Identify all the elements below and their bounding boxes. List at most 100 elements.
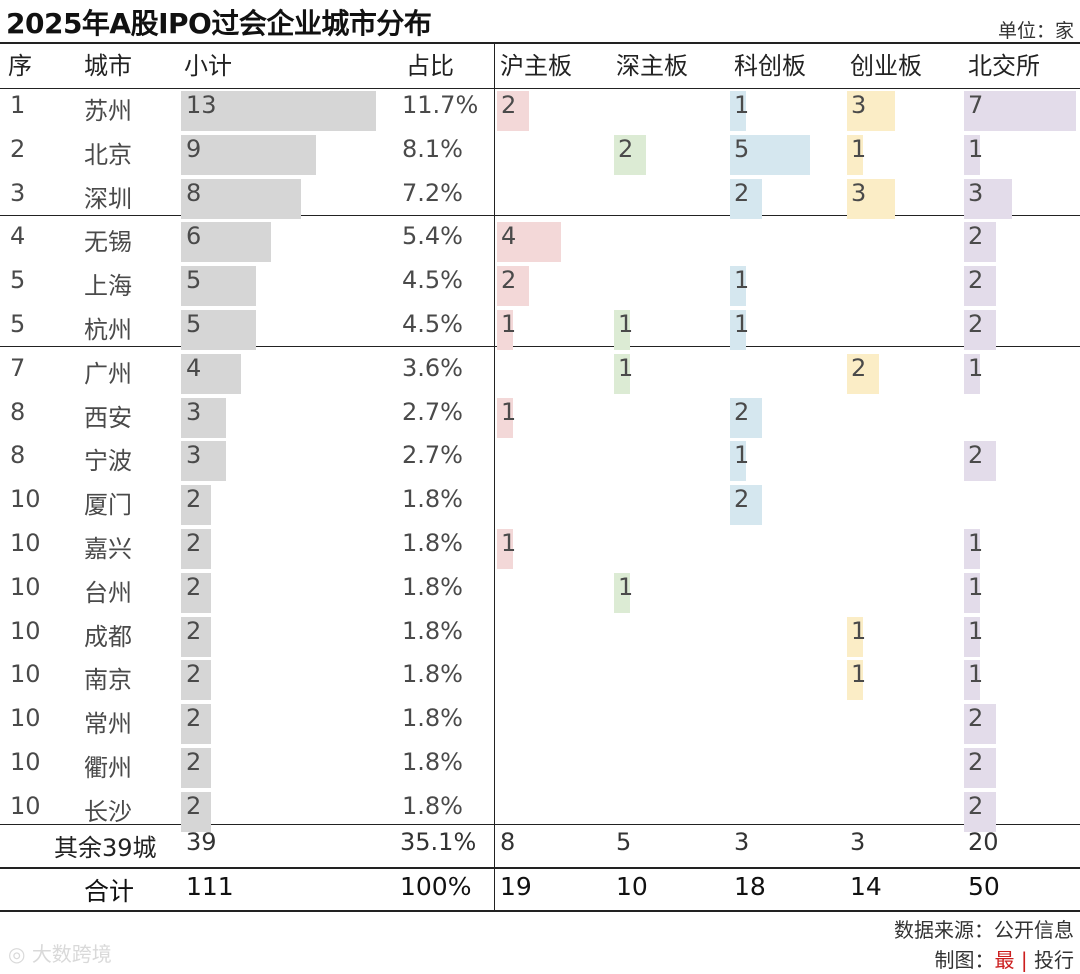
- subtotal-bar: [181, 529, 211, 569]
- watermark-text: 大数跨境: [31, 942, 112, 966]
- others-subtotal: 39: [186, 828, 217, 856]
- sh-bar: [497, 310, 513, 350]
- kc-bar: [730, 485, 762, 526]
- rank-cell: 8: [10, 441, 26, 470]
- bj-bar: [964, 134, 980, 175]
- city-cell: 成都: [84, 622, 132, 651]
- subtotal-label: 2: [186, 791, 202, 820]
- others-cy: 3: [850, 828, 866, 856]
- subtotal-label: 13: [186, 91, 217, 119]
- cy-bar: [847, 91, 895, 131]
- rank-cell: 3: [10, 178, 26, 207]
- rank-cell: 10: [10, 616, 41, 645]
- cy-label: 2: [851, 353, 867, 382]
- city-cell: 苏州: [84, 97, 132, 125]
- subtotal-bar: [181, 748, 211, 788]
- rank-cell: 4: [10, 222, 26, 251]
- city-cell: 厦门: [84, 491, 132, 520]
- header-rank: 序: [8, 52, 32, 80]
- header-chinext: 创业板: [850, 52, 922, 80]
- rank-cell: 10: [10, 748, 41, 776]
- sz-bar: [614, 353, 630, 394]
- share-cell: 4.5%: [402, 310, 463, 338]
- bj-bar: [964, 704, 996, 745]
- share-cell: 1.8%: [402, 791, 463, 820]
- bj-label: 3: [968, 178, 984, 207]
- top-rule: [0, 42, 1080, 44]
- bj-bar: [964, 178, 1012, 219]
- subtotal-bar: [181, 134, 316, 175]
- bj-label: 1: [968, 572, 984, 601]
- bj-bar: [964, 310, 996, 350]
- rank-cell: 1: [10, 91, 26, 119]
- cy-label: 3: [851, 91, 867, 119]
- bj-label: 2: [968, 704, 984, 733]
- subtotal-bar: [181, 310, 256, 350]
- credit-separator: |: [1020, 948, 1028, 972]
- kc-bar: [730, 397, 762, 438]
- total-label: 合计: [84, 877, 135, 906]
- kc-label: 5: [734, 134, 750, 163]
- city-cell: 上海: [84, 272, 132, 301]
- share-cell: 1.8%: [402, 529, 463, 557]
- group-rule-1: [0, 215, 1080, 216]
- subtotal-label: 9: [186, 134, 202, 163]
- subtotal-label: 2: [186, 660, 202, 689]
- share-cell: 2.7%: [402, 397, 463, 426]
- group-rule-2: [0, 346, 1080, 347]
- kc-label: 1: [734, 91, 750, 119]
- others-share: 35.1%: [400, 828, 477, 856]
- sz-bar: [614, 572, 630, 613]
- bj-label: 2: [968, 791, 984, 820]
- cy-label: 1: [851, 134, 867, 163]
- header-star: 科创板: [734, 52, 806, 80]
- subtotal-label: 5: [186, 310, 202, 338]
- unit-label: 单位：家: [997, 20, 1074, 42]
- sh-label: 2: [501, 266, 517, 295]
- kc-bar: [730, 441, 746, 482]
- kc-label: 1: [734, 310, 750, 338]
- share-cell: 7.2%: [402, 178, 463, 207]
- others-kc: 3: [734, 828, 750, 856]
- cy-bar: [847, 178, 895, 219]
- total-kc: 18: [734, 872, 766, 901]
- bj-bar: [964, 91, 1076, 131]
- subtotal-label: 3: [186, 397, 202, 426]
- rank-cell: 10: [10, 485, 41, 514]
- subtotal-bar: [181, 616, 211, 657]
- share-cell: 1.8%: [402, 748, 463, 776]
- kc-bar: [730, 134, 810, 175]
- bj-label: 1: [968, 660, 984, 689]
- rank-cell: 10: [10, 704, 41, 733]
- bj-bar: [964, 572, 980, 613]
- bj-bar: [964, 791, 996, 832]
- subtotal-label: 3: [186, 441, 202, 470]
- share-cell: 11.7%: [402, 91, 479, 119]
- total-cy: 14: [850, 872, 882, 901]
- bj-label: 1: [968, 616, 984, 645]
- total-bj: 50: [968, 872, 1000, 901]
- city-cell: 南京: [84, 666, 132, 695]
- subtotal-label: 2: [186, 616, 202, 645]
- rank-cell: 10: [10, 529, 41, 557]
- bj-label: 2: [968, 441, 984, 470]
- subtotal-label: 2: [186, 748, 202, 776]
- watermark-logo: ◎ 大数跨境: [8, 938, 112, 967]
- others-sz: 5: [616, 828, 632, 856]
- cy-bar: [847, 616, 863, 657]
- subtotal-label: 2: [186, 529, 202, 557]
- cy-bar: [847, 353, 879, 394]
- city-cell: 宁波: [84, 447, 132, 476]
- city-cell: 西安: [84, 403, 132, 432]
- subtotal-bar: [181, 397, 226, 438]
- subtotal-bar: [181, 485, 211, 526]
- subtotal-bar: [181, 572, 211, 613]
- subtotal-bar: [181, 660, 211, 701]
- share-cell: 1.8%: [402, 572, 463, 601]
- sz-bar: [614, 134, 646, 175]
- bj-bar: [964, 529, 980, 569]
- subtotal-label: 2: [186, 485, 202, 514]
- kc-label: 2: [734, 485, 750, 514]
- sh-label: 2: [501, 91, 517, 119]
- city-cell: 衢州: [84, 754, 132, 782]
